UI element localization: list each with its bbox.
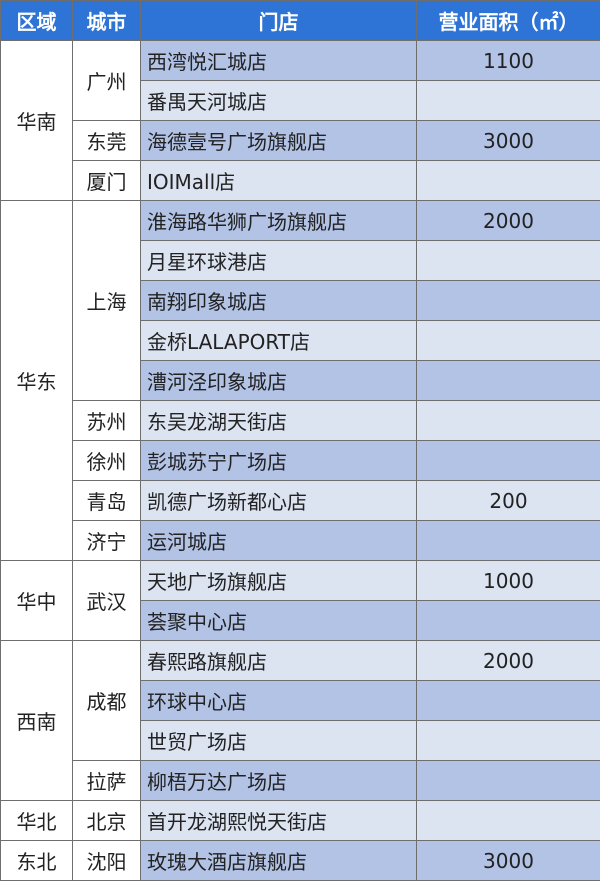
region-cell: 华北	[1, 801, 73, 841]
city-cell: 武汉	[73, 561, 141, 641]
city-cell: 青岛	[73, 481, 141, 521]
header-city: 城市	[73, 1, 141, 41]
store-cell: 漕河泾印象城店	[141, 361, 417, 401]
city-cell: 东莞	[73, 121, 141, 161]
table-row: 苏州东吴龙湖天街店	[1, 401, 600, 441]
store-cell: 番禺天河城店	[141, 81, 417, 121]
area-cell	[417, 801, 600, 841]
area-cell: 3000	[417, 121, 600, 161]
area-cell	[417, 761, 600, 801]
area-cell: 200	[417, 481, 600, 521]
header-region: 区域	[1, 1, 73, 41]
area-cell: 1000	[417, 561, 600, 601]
city-cell: 广州	[73, 41, 141, 121]
area-cell: 3000	[417, 841, 600, 881]
region-cell: 华东	[1, 201, 73, 561]
store-cell: 运河城店	[141, 521, 417, 561]
store-cell: IOIMall店	[141, 161, 417, 201]
area-cell	[417, 401, 600, 441]
store-cell: 玫瑰大酒店旗舰店	[141, 841, 417, 881]
region-cell: 西南	[1, 641, 73, 801]
area-cell	[417, 161, 600, 201]
region-cell: 东北	[1, 841, 73, 881]
area-cell	[417, 521, 600, 561]
store-cell: 海德壹号广场旗舰店	[141, 121, 417, 161]
area-cell	[417, 281, 600, 321]
area-cell	[417, 81, 600, 121]
city-cell: 徐州	[73, 441, 141, 481]
city-cell: 济宁	[73, 521, 141, 561]
region-cell: 华中	[1, 561, 73, 641]
store-cell: 西湾悦汇城店	[141, 41, 417, 81]
store-cell: 月星环球港店	[141, 241, 417, 281]
city-cell: 拉萨	[73, 761, 141, 801]
area-cell	[417, 321, 600, 361]
store-cell: 首开龙湖熙悦天街店	[141, 801, 417, 841]
store-cell: 南翔印象城店	[141, 281, 417, 321]
store-cell: 春熙路旗舰店	[141, 641, 417, 681]
city-cell: 苏州	[73, 401, 141, 441]
store-cell: 金桥LALAPORT店	[141, 321, 417, 361]
store-cell: 世贸广场店	[141, 721, 417, 761]
area-cell	[417, 441, 600, 481]
store-cell: 环球中心店	[141, 681, 417, 721]
store-cell: 荟聚中心店	[141, 601, 417, 641]
area-cell	[417, 361, 600, 401]
city-cell: 成都	[73, 641, 141, 761]
area-cell	[417, 681, 600, 721]
table-row: 华北北京首开龙湖熙悦天街店	[1, 801, 600, 841]
store-cell: 柳梧万达广场店	[141, 761, 417, 801]
region-cell: 华南	[1, 41, 73, 201]
header-row: 区域 城市 门店 营业面积（㎡）	[1, 1, 600, 41]
city-cell: 厦门	[73, 161, 141, 201]
table-row: 拉萨柳梧万达广场店	[1, 761, 600, 801]
table-row: 济宁运河城店	[1, 521, 600, 561]
store-cell: 彭城苏宁广场店	[141, 441, 417, 481]
city-cell: 沈阳	[73, 841, 141, 881]
store-cell: 凯德广场新都心店	[141, 481, 417, 521]
area-cell	[417, 721, 600, 761]
table-row: 徐州彭城苏宁广场店	[1, 441, 600, 481]
store-cell: 东吴龙湖天街店	[141, 401, 417, 441]
area-cell: 1100	[417, 41, 600, 81]
area-cell	[417, 241, 600, 281]
area-cell	[417, 601, 600, 641]
city-cell: 北京	[73, 801, 141, 841]
area-cell: 2000	[417, 641, 600, 681]
city-cell: 上海	[73, 201, 141, 401]
store-cell: 天地广场旗舰店	[141, 561, 417, 601]
store-cell: 淮海路华狮广场旗舰店	[141, 201, 417, 241]
header-store: 门店	[141, 1, 417, 41]
area-cell: 2000	[417, 201, 600, 241]
header-area: 营业面积（㎡）	[417, 1, 600, 41]
